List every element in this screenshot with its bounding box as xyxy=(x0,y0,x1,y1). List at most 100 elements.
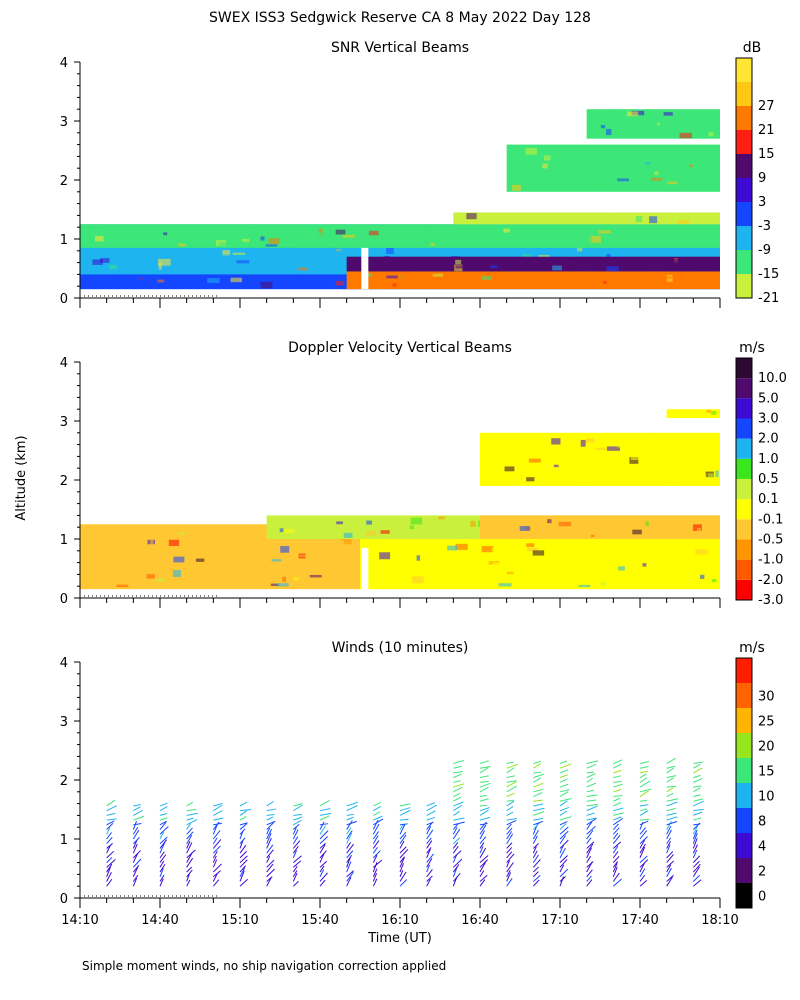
heatmap-speckle xyxy=(529,261,534,265)
heatmap-speckle xyxy=(678,213,687,217)
wind-barb xyxy=(639,808,648,812)
wind-barb xyxy=(239,878,248,887)
heatmap-speckle xyxy=(679,550,684,556)
wind-barb xyxy=(186,866,193,873)
heatmap-speckle xyxy=(672,523,680,531)
wind-barb xyxy=(453,801,464,807)
heatmap-speckle xyxy=(492,562,505,567)
heatmap-speckle xyxy=(677,250,685,255)
wind-barb xyxy=(159,851,165,859)
colorbar-label: 5.0 xyxy=(758,391,779,406)
heatmap-layer xyxy=(480,515,720,539)
panel-2: Doppler Velocity Vertical Beams 0 1 2 3 4 -3.0… xyxy=(60,340,787,608)
heatmap-speckle xyxy=(572,216,585,221)
wind-barb xyxy=(666,867,672,877)
wind-barb xyxy=(293,855,302,863)
wind-barb xyxy=(239,850,248,859)
wind-barb xyxy=(319,844,326,854)
colorbar-label: 21 xyxy=(758,123,775,138)
heatmap-speckle xyxy=(481,275,492,280)
heatmap-speckle xyxy=(584,445,594,451)
wind-barb xyxy=(186,812,198,816)
y-tick-label: 0 xyxy=(60,292,68,307)
heatmap-speckle xyxy=(293,540,305,545)
heatmap-speckle xyxy=(343,563,348,571)
colorbar: -21 -15 -9 -3 3 9 15 21 27 dB xyxy=(735,40,779,306)
heatmap-speckle xyxy=(598,230,612,234)
wind-barb xyxy=(533,817,544,821)
wind-barb xyxy=(639,830,648,840)
wind-barb xyxy=(292,850,298,859)
heatmap-speckle xyxy=(582,539,594,545)
heatmap-speckle xyxy=(547,519,552,524)
wind-barb xyxy=(452,864,460,873)
heatmap-speckle xyxy=(637,163,648,167)
heatmap-speckle xyxy=(276,583,289,587)
wind-barb xyxy=(586,805,598,812)
heatmap-speckle xyxy=(604,214,613,219)
wind-barb xyxy=(453,770,464,774)
heatmap-speckle xyxy=(222,250,231,256)
heatmap-speckle xyxy=(195,558,205,562)
colorbar-swatch xyxy=(736,733,752,758)
heatmap-speckle xyxy=(628,145,638,148)
heatmap-speckle xyxy=(362,235,370,241)
heatmap-speckle xyxy=(512,184,521,191)
wind-barb xyxy=(372,823,380,835)
wind-barb xyxy=(586,789,594,793)
wind-barb xyxy=(132,827,139,835)
wind-barb xyxy=(212,845,221,854)
wind-barb xyxy=(666,798,679,802)
heatmap-speckle xyxy=(314,579,323,582)
heatmap-speckle xyxy=(466,213,477,220)
wind-barb xyxy=(426,829,434,840)
y-tick-label: 4 xyxy=(60,656,68,671)
heatmap-speckle xyxy=(490,265,498,269)
wind-barb xyxy=(559,760,568,764)
wind-barb xyxy=(506,872,512,882)
wind-barb xyxy=(639,827,646,835)
wind-barb xyxy=(612,863,618,873)
wind-barb xyxy=(639,874,646,882)
heatmap-speckle xyxy=(320,546,327,552)
heatmap-speckle xyxy=(628,451,634,456)
wind-barb xyxy=(559,839,569,849)
wind-barb xyxy=(212,873,218,882)
heatmap-speckle xyxy=(494,583,502,588)
colorbar-swatch xyxy=(736,808,752,833)
wind-barb xyxy=(239,865,246,873)
heatmap-speckle xyxy=(336,521,343,525)
wind-barb xyxy=(506,775,515,779)
wind-barb xyxy=(132,874,139,882)
wind-barb xyxy=(639,770,649,774)
wind-barb xyxy=(426,878,431,887)
wind-barb xyxy=(186,857,194,868)
wind-barb xyxy=(159,826,169,835)
wind-barb xyxy=(586,829,594,840)
heatmap-speckle xyxy=(429,252,440,255)
heatmap-speckle xyxy=(689,158,694,161)
wind-barb xyxy=(479,780,489,783)
wind-barb xyxy=(372,862,378,873)
wind-barb xyxy=(479,804,488,807)
heatmap-speckle xyxy=(577,244,583,252)
wind-barb xyxy=(533,811,544,816)
heatmap-speckle xyxy=(386,275,398,279)
wind-barb xyxy=(159,831,165,840)
heatmap-speckle xyxy=(91,580,98,587)
wind-barb xyxy=(533,788,544,793)
wind-barb xyxy=(239,822,248,826)
wind-barb xyxy=(293,823,300,830)
heatmap-speckle xyxy=(585,574,592,581)
wind-barb xyxy=(666,837,672,845)
heatmap-speckle xyxy=(561,264,570,267)
heatmap-speckle xyxy=(146,574,155,579)
heatmap-speckle xyxy=(674,259,680,264)
wind-barb xyxy=(692,829,698,840)
heatmap-speckle xyxy=(592,570,603,575)
colorbar-frame xyxy=(735,657,753,909)
heatmap-speckle xyxy=(260,230,264,234)
wind-barb xyxy=(186,840,191,849)
heatmap-speckle xyxy=(432,273,444,277)
heatmap-speckle xyxy=(707,473,714,478)
